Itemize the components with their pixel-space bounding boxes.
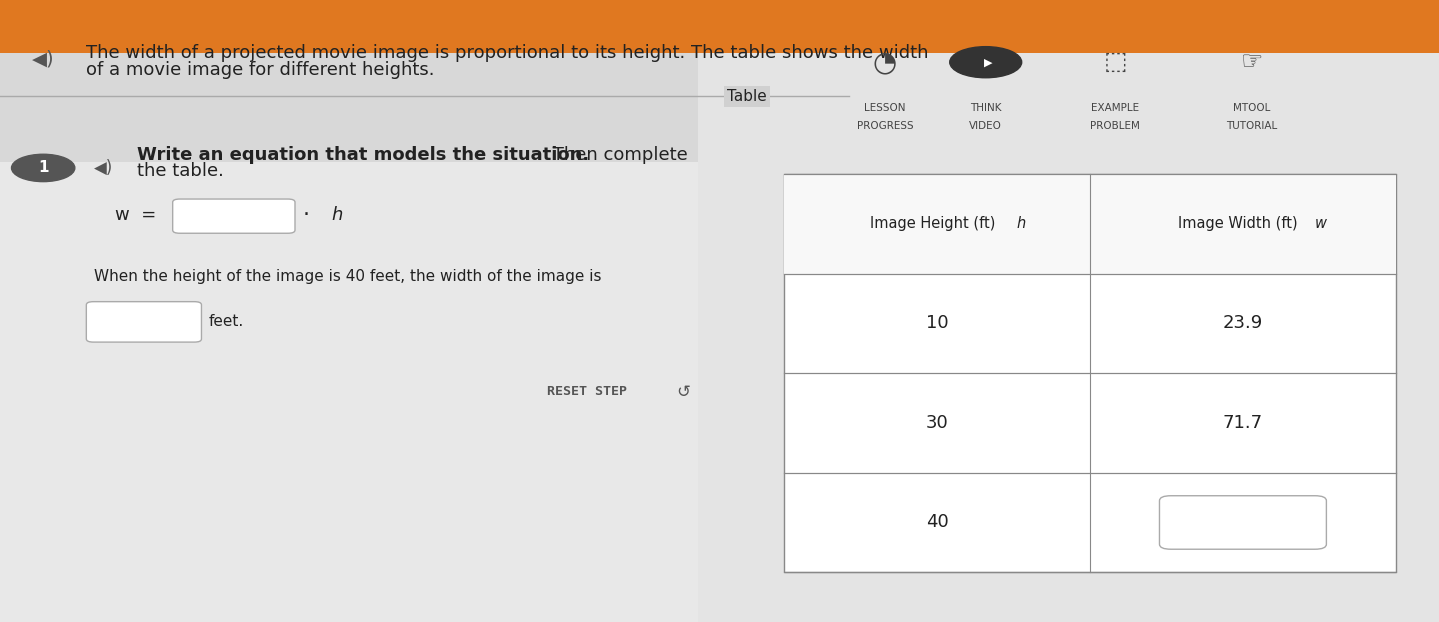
Text: MTOOL: MTOOL (1233, 103, 1271, 113)
Text: h: h (331, 206, 342, 223)
Text: VIDEO: VIDEO (970, 121, 1002, 131)
FancyBboxPatch shape (698, 53, 1439, 622)
Text: w: w (1315, 216, 1327, 231)
Text: When the height of the image is 40 feet, the width of the image is: When the height of the image is 40 feet,… (94, 269, 602, 284)
Text: 23.9: 23.9 (1223, 315, 1263, 332)
Text: 1: 1 (37, 160, 49, 175)
Text: ▶: ▶ (984, 57, 993, 67)
Text: RESET STEP: RESET STEP (547, 386, 627, 398)
FancyBboxPatch shape (784, 174, 1396, 572)
Text: the table.: the table. (137, 162, 223, 180)
Text: ↺: ↺ (676, 383, 691, 401)
Text: Then complete: Then complete (547, 147, 688, 164)
Text: Image Width (ft): Image Width (ft) (1179, 216, 1308, 231)
Text: LESSON: LESSON (865, 103, 905, 113)
Text: 40: 40 (925, 514, 948, 531)
Text: feet.: feet. (209, 314, 243, 329)
FancyBboxPatch shape (0, 0, 849, 162)
Text: w  =: w = (115, 206, 157, 223)
Text: h: h (1016, 216, 1026, 231)
Text: Image Height (ft): Image Height (ft) (869, 216, 1004, 231)
Text: Table: Table (727, 89, 767, 104)
Text: 71.7: 71.7 (1223, 414, 1263, 432)
FancyBboxPatch shape (784, 174, 1396, 274)
Text: 10: 10 (925, 315, 948, 332)
Circle shape (12, 154, 75, 182)
FancyBboxPatch shape (86, 302, 201, 342)
FancyBboxPatch shape (0, 0, 1439, 53)
Text: ◔: ◔ (873, 48, 896, 77)
Text: TUTORIAL: TUTORIAL (1226, 121, 1278, 131)
Circle shape (950, 47, 1022, 78)
Text: ·: · (302, 205, 309, 225)
Text: of a movie image for different heights.: of a movie image for different heights. (86, 61, 435, 78)
Text: EXAMPLE: EXAMPLE (1091, 103, 1140, 113)
Text: THINK: THINK (970, 103, 1002, 113)
Text: ⬚: ⬚ (1104, 50, 1127, 74)
FancyBboxPatch shape (173, 199, 295, 233)
Text: PROBLEM: PROBLEM (1091, 121, 1140, 131)
Text: ☞: ☞ (1240, 50, 1263, 74)
Text: ◀): ◀) (94, 159, 112, 177)
Text: ◀): ◀) (32, 50, 55, 68)
FancyBboxPatch shape (1160, 496, 1327, 549)
Text: The width of a projected movie image is proportional to its height. The table sh: The width of a projected movie image is … (86, 44, 928, 62)
Text: Write an equation that models the situation.: Write an equation that models the situat… (137, 147, 589, 164)
Text: 30: 30 (925, 414, 948, 432)
Text: PROGRESS: PROGRESS (856, 121, 914, 131)
